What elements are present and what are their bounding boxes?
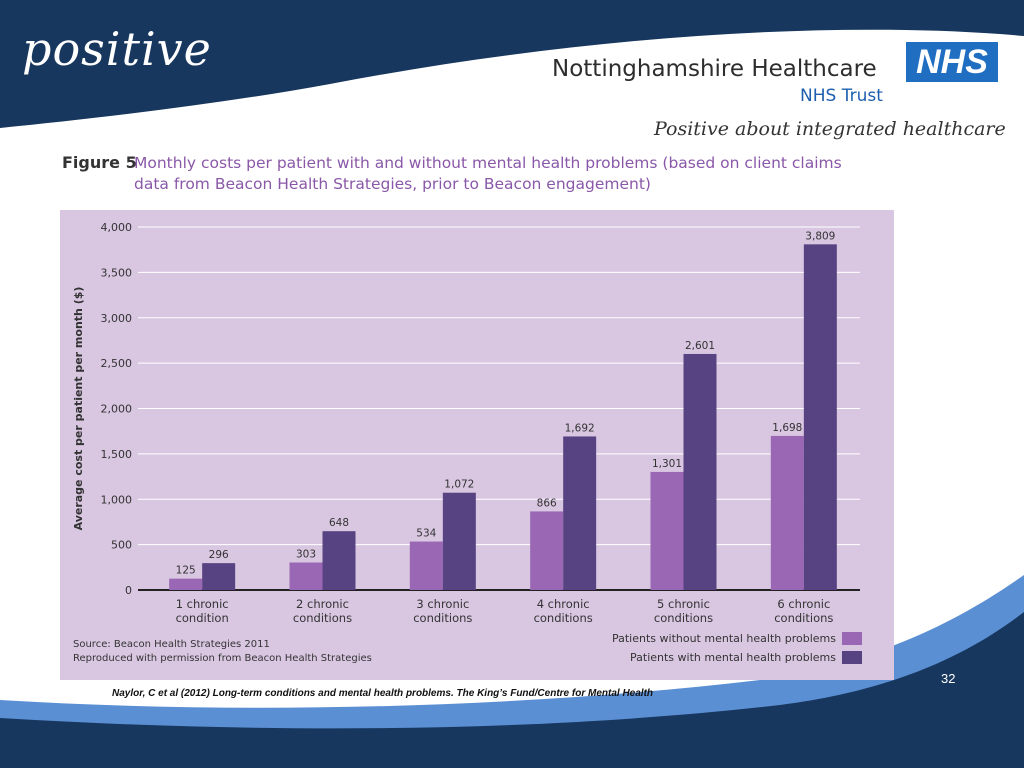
data-label: 534 [416,528,436,540]
x-tick-label: 4 chronic [537,597,590,611]
data-label: 1,301 [652,458,682,470]
bar [683,353,717,590]
figure-label: Figure 5 [62,153,137,172]
org-name: Nottinghamshire Healthcare [552,56,877,82]
footer-navy-wave [0,612,1024,768]
bar [442,492,476,590]
y-tick-label: 0 [125,584,132,597]
chart-background [60,210,894,680]
citation: Naylor, C et al (2012) Long-term conditi… [112,688,654,699]
x-tick-label: 1 chronic [176,597,229,611]
data-label: 303 [296,549,316,561]
y-tick-label: 2,000 [101,403,133,416]
data-label: 866 [537,497,557,509]
legend-swatch [842,632,862,645]
data-label: 2,601 [685,340,715,352]
y-tick-label: 3,000 [101,312,133,325]
data-label: 1,698 [772,422,802,434]
figure-title: Monthly costs per patient with and witho… [134,154,842,193]
y-tick-label: 1,000 [101,493,133,506]
legend-swatch [842,651,862,664]
trust-name: NHS Trust [800,86,883,106]
y-axis-label: Average cost per patient per month ($) [72,287,85,531]
bar [322,531,356,590]
source-note: Reproduced with permission from Beacon H… [73,653,372,664]
x-tick-label: 2 chronic [296,597,349,611]
source-note: Source: Beacon Health Strategies 2011 [73,639,270,650]
positive-logo: positive [22,22,212,76]
bar [202,563,236,590]
data-label: 3,809 [805,230,835,242]
bar [289,562,323,590]
x-tick-label: 5 chronic [657,597,710,611]
x-tick-label: 6 chronic [777,597,830,611]
nhs-badge: NHS [906,42,998,82]
y-tick-label: 2,500 [101,357,133,370]
header-band [0,0,1024,128]
data-label: 1,692 [565,422,595,434]
x-tick-label: conditions [293,611,352,625]
x-tick-label: conditions [534,611,593,625]
x-tick-label: conditions [413,611,472,625]
bar [770,435,804,590]
y-tick-label: 4,000 [101,221,133,234]
legend-label: Patients with mental health problems [630,651,836,664]
y-tick-label: 500 [111,539,132,552]
x-tick-label: conditions [654,611,713,625]
data-label: 648 [329,517,349,529]
bar [530,511,564,590]
bar [409,541,443,590]
page-number: 32 [941,671,956,686]
x-tick-label: conditions [774,611,833,625]
bar [563,436,597,590]
data-label: 1,072 [444,479,474,491]
bar [169,578,203,590]
data-label: 125 [176,565,196,577]
x-tick-label: 3 chronic [416,597,469,611]
bar-chart: 0 500 1,000 1,500 2,000 2,500 3,000 3,500 4,000 A… [60,210,894,680]
bar [803,244,837,590]
x-tick-label: condition [176,611,229,625]
y-tick-label: 1,500 [101,448,133,461]
legend-label: Patients without mental health problems [612,632,836,645]
bar [650,471,684,590]
y-tick-label: 3,500 [101,266,133,279]
data-label: 296 [209,549,229,561]
tagline: Positive about integrated healthcare [654,118,1006,140]
